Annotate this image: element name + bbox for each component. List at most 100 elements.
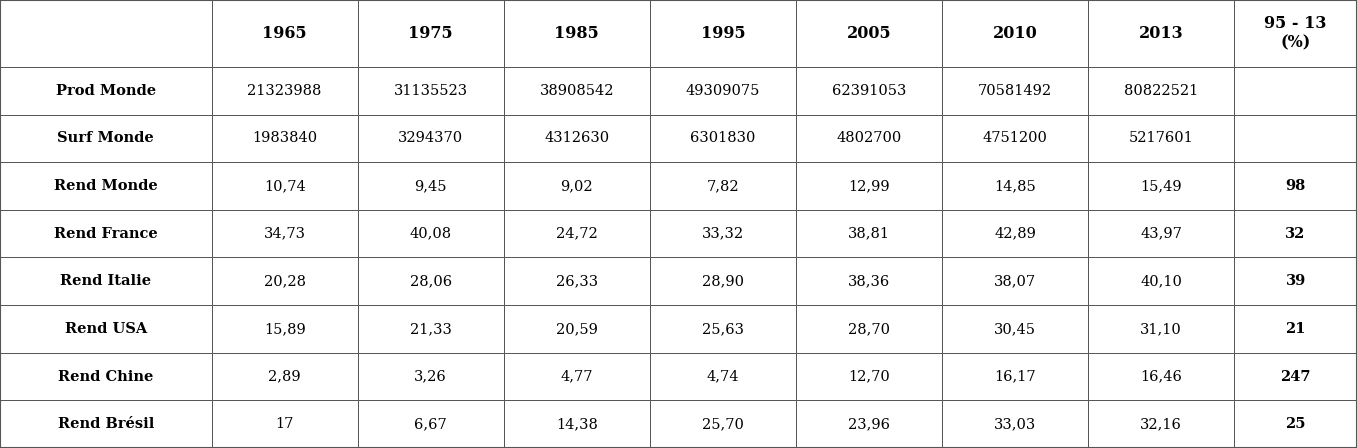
Text: 14,85: 14,85 [995, 179, 1035, 193]
Bar [1234, 305, 1357, 353]
Text: 12,99: 12,99 [848, 179, 890, 193]
Bar [358, 258, 503, 305]
Bar [358, 0, 503, 67]
Bar [797, 115, 942, 162]
Bar [358, 67, 503, 115]
Bar [942, 210, 1088, 258]
Bar [212, 258, 358, 305]
Bar [358, 401, 503, 448]
Bar [212, 210, 358, 258]
Text: 80822521: 80822521 [1124, 84, 1198, 98]
Text: 2,89: 2,89 [269, 370, 301, 383]
Text: 42,89: 42,89 [995, 227, 1035, 241]
Bar [358, 210, 503, 258]
Text: 33,03: 33,03 [993, 417, 1037, 431]
Bar [1234, 162, 1357, 210]
Bar [942, 115, 1088, 162]
Bar [942, 353, 1088, 401]
Bar [1088, 258, 1234, 305]
Text: 32,16: 32,16 [1140, 417, 1182, 431]
Bar [0, 305, 212, 353]
Text: 16,17: 16,17 [995, 370, 1035, 383]
Bar [797, 67, 942, 115]
Bar [1234, 401, 1357, 448]
Bar [212, 401, 358, 448]
Text: 25: 25 [1285, 417, 1305, 431]
Text: 3294370: 3294370 [398, 131, 463, 146]
Bar [503, 258, 650, 305]
Text: 1995: 1995 [700, 25, 745, 42]
Text: 62391053: 62391053 [832, 84, 906, 98]
Bar [1234, 353, 1357, 401]
Text: 1983840: 1983840 [252, 131, 318, 146]
Text: 14,38: 14,38 [556, 417, 597, 431]
Text: 4802700: 4802700 [836, 131, 901, 146]
Text: 4751200: 4751200 [982, 131, 1048, 146]
Bar [1234, 210, 1357, 258]
Bar [503, 305, 650, 353]
Text: 95 - 13
(%): 95 - 13 (%) [1265, 15, 1327, 52]
Text: 20,59: 20,59 [556, 322, 597, 336]
Bar [503, 115, 650, 162]
Bar [797, 353, 942, 401]
Bar [503, 353, 650, 401]
Bar [797, 162, 942, 210]
Text: 31,10: 31,10 [1140, 322, 1182, 336]
Text: 34,73: 34,73 [263, 227, 305, 241]
Text: Rend Italie: Rend Italie [60, 274, 152, 289]
Text: 38,81: 38,81 [848, 227, 890, 241]
Text: 30,45: 30,45 [995, 322, 1035, 336]
Bar [1088, 67, 1234, 115]
Bar [358, 115, 503, 162]
Bar [358, 162, 503, 210]
Text: Rend France: Rend France [54, 227, 157, 241]
Bar [797, 0, 942, 67]
Text: 10,74: 10,74 [263, 179, 305, 193]
Text: 49309075: 49309075 [685, 84, 760, 98]
Bar [942, 0, 1088, 67]
Text: 5217601: 5217601 [1129, 131, 1193, 146]
Bar [358, 353, 503, 401]
Bar [0, 67, 212, 115]
Text: 21: 21 [1285, 322, 1305, 336]
Text: Surf Monde: Surf Monde [57, 131, 155, 146]
Text: 12,70: 12,70 [848, 370, 890, 383]
Bar [1234, 0, 1357, 67]
Text: 21,33: 21,33 [410, 322, 452, 336]
Text: 40,08: 40,08 [410, 227, 452, 241]
Text: 32: 32 [1285, 227, 1305, 241]
Bar [212, 115, 358, 162]
Bar [650, 258, 797, 305]
Bar [212, 0, 358, 67]
Text: 70581492: 70581492 [978, 84, 1052, 98]
Bar [650, 67, 797, 115]
Bar [650, 401, 797, 448]
Text: 1965: 1965 [262, 25, 307, 42]
Bar [650, 353, 797, 401]
Text: 9,45: 9,45 [414, 179, 446, 193]
Bar [212, 353, 358, 401]
Text: 38,36: 38,36 [848, 274, 890, 289]
Bar [1088, 115, 1234, 162]
Text: 98: 98 [1285, 179, 1305, 193]
Bar [0, 353, 212, 401]
Text: 25,63: 25,63 [702, 322, 744, 336]
Text: 2005: 2005 [847, 25, 892, 42]
Bar [212, 305, 358, 353]
Text: 23,96: 23,96 [848, 417, 890, 431]
Text: Rend Chine: Rend Chine [58, 370, 153, 383]
Text: Rend USA: Rend USA [65, 322, 147, 336]
Bar [0, 162, 212, 210]
Bar [1088, 0, 1234, 67]
Text: 24,72: 24,72 [556, 227, 597, 241]
Bar [503, 210, 650, 258]
Text: 1975: 1975 [408, 25, 453, 42]
Text: Rend Monde: Rend Monde [54, 179, 157, 193]
Text: 26,33: 26,33 [556, 274, 598, 289]
Bar [942, 305, 1088, 353]
Bar [503, 401, 650, 448]
Text: 2013: 2013 [1139, 25, 1183, 42]
Text: 16,46: 16,46 [1140, 370, 1182, 383]
Bar [650, 115, 797, 162]
Text: 33,32: 33,32 [702, 227, 744, 241]
